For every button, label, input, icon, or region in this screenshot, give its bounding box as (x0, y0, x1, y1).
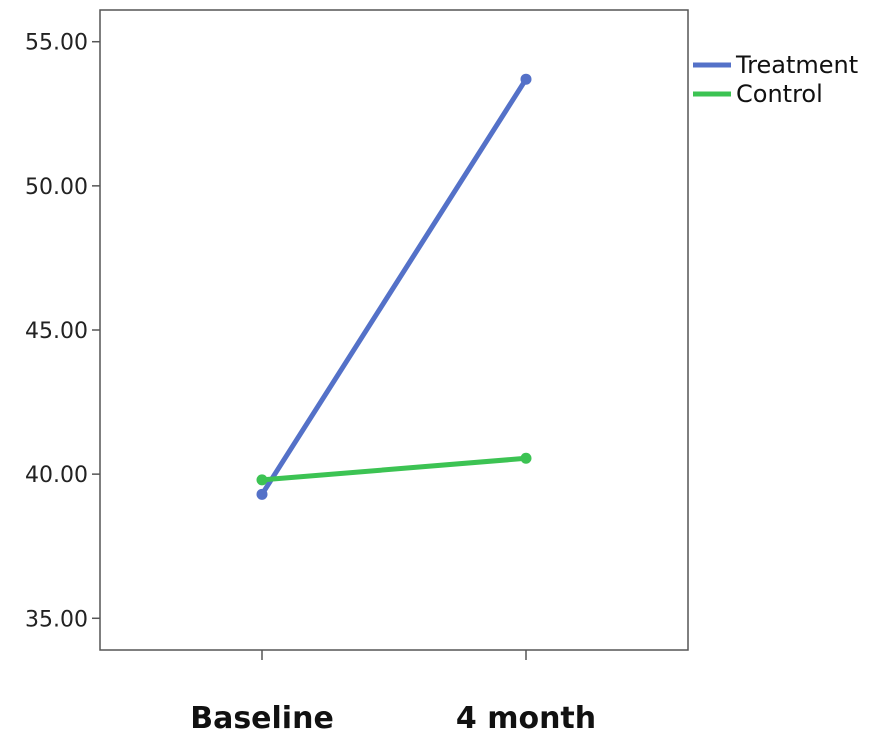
x-tick-label: 4 month (456, 701, 596, 734)
legend-label-treatment: Treatment (735, 51, 858, 79)
y-tick-label: 55.00 (25, 31, 88, 56)
y-axis: 35.00 40.00 45.00 50.00 55.00 (25, 31, 100, 632)
legend-label-control: Control (736, 80, 823, 108)
y-tick-label: 50.00 (25, 175, 88, 200)
series-line-treatment (259, 76, 529, 497)
x-axis: Baseline 4 month (190, 650, 596, 734)
data-point-control (520, 452, 532, 464)
data-point-treatment (256, 488, 268, 500)
y-tick-label: 35.00 (25, 607, 88, 632)
series-line-control (259, 455, 529, 483)
x-tick-label: Baseline (190, 701, 334, 734)
series-layer (256, 73, 532, 500)
y-tick-label: 45.00 (25, 319, 88, 344)
data-point-treatment (520, 73, 532, 85)
data-point-control (256, 474, 268, 486)
y-tick-label: 40.00 (25, 463, 88, 488)
plot-area (99, 9, 689, 651)
